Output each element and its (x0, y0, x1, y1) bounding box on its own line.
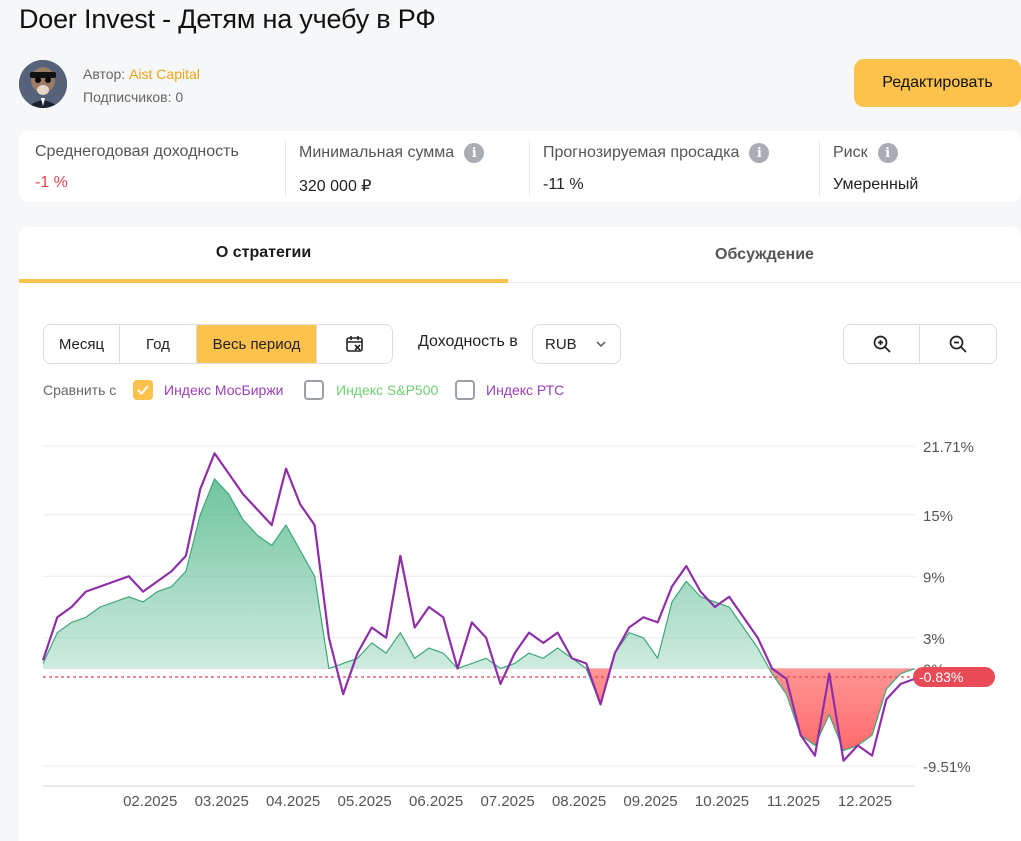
info-icon[interactable]: i (464, 143, 485, 163)
metric-value: -11 % (543, 176, 584, 193)
metric-label: Минимальная сумма (299, 144, 455, 161)
current-value-badge (913, 667, 995, 688)
sp500-checkbox[interactable] (304, 380, 324, 400)
moex-label[interactable]: Индекс МосБиржи (164, 382, 284, 398)
x-tick-label: 04.2025 (266, 793, 320, 810)
moex-index-line (41, 452, 916, 762)
y-tick-label: 9% (923, 569, 945, 586)
metric-risk: Риск i Умеренный (833, 131, 918, 202)
period-year-button[interactable]: Год (120, 325, 197, 363)
info-icon[interactable]: i (877, 143, 898, 163)
x-tick-label: 07.2025 (480, 793, 534, 810)
metric-min-sum: Минимальная сумма i 320 000 ₽ (299, 131, 485, 202)
metric-value: Умеренный (833, 176, 919, 193)
tab-discussion[interactable]: Обсуждение (508, 227, 1021, 283)
divider (529, 141, 530, 196)
period-month-button[interactable]: Месяц (44, 325, 120, 363)
y-tick-label: -9.51% (923, 759, 971, 776)
rts-checkbox[interactable] (455, 380, 475, 400)
strategy-card: О стратегии Обсуждение Месяц Год Весь пе… (19, 227, 1021, 841)
currency-select[interactable]: RUB (532, 324, 621, 364)
x-tick-label: 08.2025 (552, 793, 606, 810)
metric-label: Среднегодовая доходность (35, 143, 239, 160)
zoom-out-icon (949, 335, 967, 353)
positive-area (43, 478, 915, 669)
currency-label: Доходность в (418, 333, 518, 350)
edit-button[interactable]: Редактировать (854, 59, 1021, 107)
zoom-in-icon (873, 335, 891, 353)
check-icon (137, 385, 149, 395)
x-tick-label: 02.2025 (123, 793, 177, 810)
period-selector: Месяц Год Весь период (43, 324, 393, 364)
strategy-line (42, 478, 916, 752)
x-tick-label: 03.2025 (195, 793, 249, 810)
metrics-panel: Среднегодовая доходность -1 % Минимальна… (19, 131, 1021, 202)
chevron-down-icon (596, 341, 606, 348)
divider (285, 141, 286, 196)
author-prefix: Автор: (83, 66, 130, 82)
returns-chart[interactable]: 21.71%15%9%3%0%-9.51%02.202503.202504.20… (19, 412, 1021, 841)
calendar-icon (345, 336, 363, 352)
divider (819, 141, 820, 196)
metric-value: -1 % (35, 174, 68, 191)
page-title: Doer Invest - Детям на учебу в РФ (19, 4, 436, 34)
y-tick-label: 21.71% (923, 439, 974, 456)
metric-value: 320 000 ₽ (299, 178, 372, 195)
info-icon[interactable]: i (749, 143, 770, 163)
x-tick-label: 12.2025 (838, 793, 892, 810)
zoom-controls (843, 324, 997, 364)
author-link[interactable]: Aist Capital (129, 66, 200, 82)
rts-label[interactable]: Индекс РТС (486, 382, 565, 398)
metric-label: Прогнозируемая просадка (543, 144, 740, 161)
metric-drawdown: Прогнозируемая просадка i -11 % (543, 131, 770, 202)
zoom-out-button[interactable] (920, 325, 996, 363)
x-tick-label: 06.2025 (409, 793, 463, 810)
tab-about-strategy[interactable]: О стратегии (19, 227, 508, 283)
x-tick-label: 10.2025 (695, 793, 749, 810)
y-tick-label: 15% (923, 508, 953, 525)
y-tick-label: 3% (923, 631, 945, 648)
period-all-button[interactable]: Весь период (197, 325, 317, 363)
custom-range-button[interactable] (317, 325, 392, 363)
author-avatar[interactable] (19, 60, 67, 108)
metric-label: Риск (833, 144, 868, 161)
moex-checkbox[interactable] (133, 380, 153, 400)
x-tick-label: 05.2025 (338, 793, 392, 810)
compare-label: Сравнить с (43, 382, 117, 398)
zoom-in-button[interactable] (844, 325, 920, 363)
currency-value: RUB (545, 335, 577, 353)
author-line: Автор: Aist Capital (83, 66, 200, 82)
x-tick-label: 09.2025 (623, 793, 677, 810)
x-tick-label: 11.2025 (767, 793, 820, 810)
subscribers-count: Подписчиков: 0 (83, 89, 184, 105)
current-value-label: -0.83% (919, 669, 963, 685)
metric-annual-return: Среднегодовая доходность -1 % (35, 131, 239, 202)
sp500-label[interactable]: Индекс S&P500 (336, 382, 439, 398)
